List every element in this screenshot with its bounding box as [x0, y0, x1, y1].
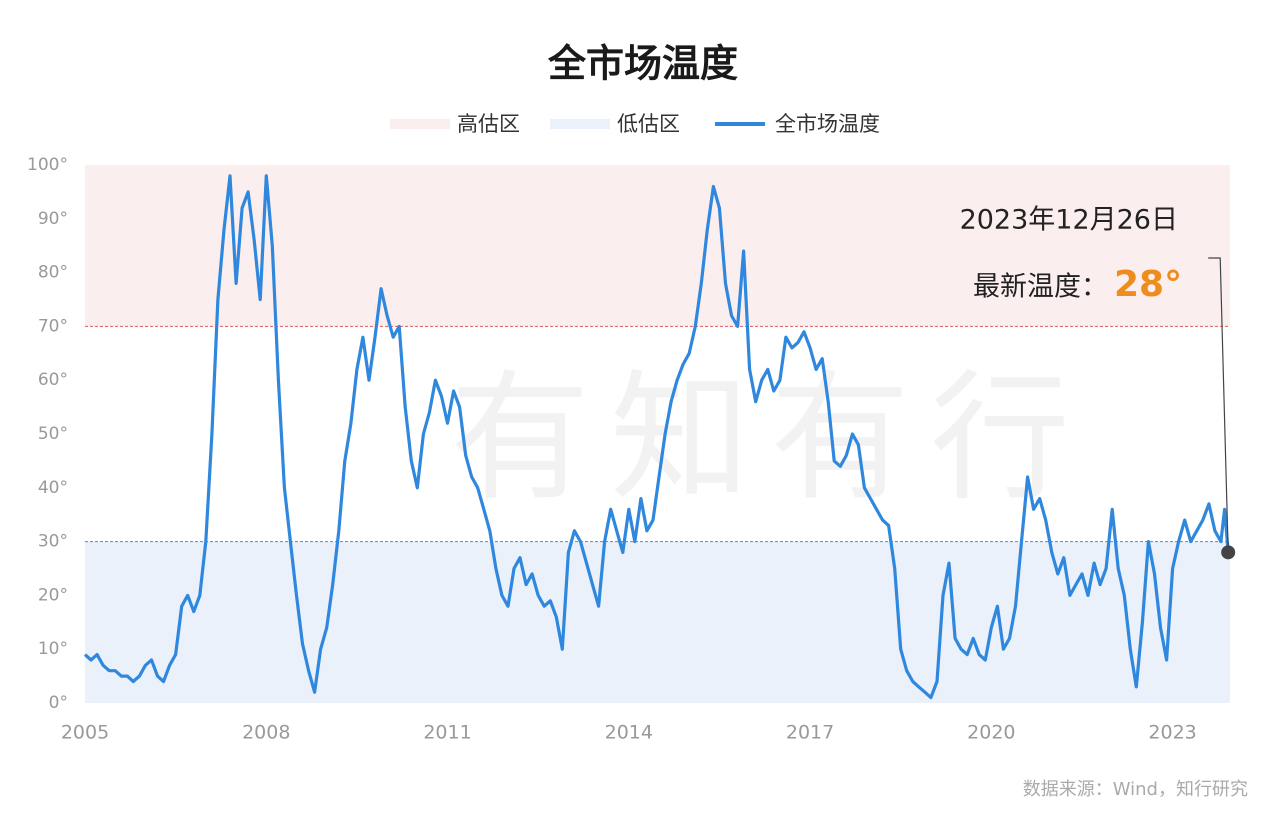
- legend-swatch: [390, 119, 450, 129]
- x-tick-label: 2014: [605, 722, 653, 744]
- y-tick-label: 100°: [27, 155, 68, 175]
- x-tick-label: 2011: [423, 722, 471, 744]
- annotation-value: 28°: [1114, 264, 1182, 305]
- latest-point: [1221, 545, 1236, 560]
- x-tick-label: 2020: [967, 722, 1015, 744]
- legend-swatch: [550, 119, 610, 129]
- annotation-label: 最新温度：: [973, 272, 1108, 303]
- plot: 0° 10° 20° 30° 40° 50° 60° 70° 80° 90° 100° 2005 200…: [27, 155, 1236, 744]
- annotation-leader: [1208, 257, 1229, 553]
- x-tick-label: 2023: [1148, 722, 1196, 744]
- source-note: 数据来源：Wind，知行研究: [1023, 779, 1248, 800]
- y-tick-label: 0°: [49, 693, 68, 713]
- x-tick-label: 2005: [61, 722, 109, 744]
- legend: 高估区 低估区 全市场温度: [390, 112, 880, 136]
- y-tick-label: 50°: [38, 424, 68, 444]
- y-tick-label: 70°: [38, 316, 68, 336]
- y-tick-label: 30°: [38, 532, 68, 552]
- y-tick-label: 40°: [38, 478, 68, 498]
- y-tick-label: 60°: [38, 370, 68, 390]
- y-tick-label: 90°: [38, 209, 68, 229]
- y-tick-label: 10°: [38, 639, 68, 659]
- legend-label: 全市场温度: [775, 112, 880, 136]
- y-tick-label: 20°: [38, 585, 68, 605]
- y-tick-label: 80°: [38, 263, 68, 283]
- x-tick-label: 2008: [242, 722, 290, 744]
- legend-label: 低估区: [617, 112, 680, 136]
- chart-title: 全市场温度: [547, 42, 738, 86]
- band: [85, 541, 1230, 703]
- annotation-date: 2023年12月26日: [960, 205, 1178, 236]
- x-tick-label: 2017: [786, 722, 834, 744]
- series-line: [83, 174, 1230, 700]
- legend-label: 高估区: [457, 112, 520, 136]
